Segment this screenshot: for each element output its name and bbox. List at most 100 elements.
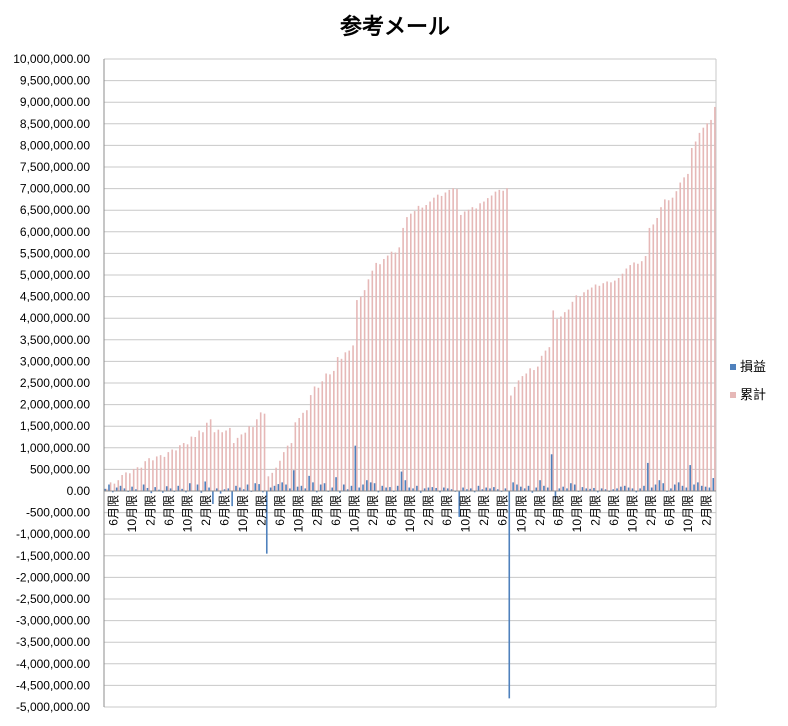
bar-cumulative <box>417 205 420 491</box>
bar-profit-loss <box>623 485 626 491</box>
bar-cumulative <box>656 217 658 491</box>
y-tick-label: -4,000,000.00 <box>16 657 90 671</box>
bar-profit-loss <box>381 485 384 491</box>
x-tick-label: 10月限 <box>236 495 250 532</box>
bar-cumulative <box>140 467 143 491</box>
y-tick-label: 1,500,000.00 <box>20 419 90 433</box>
bar-cumulative <box>306 410 308 491</box>
bar-profit-loss <box>404 480 407 491</box>
bar-cumulative <box>702 127 705 492</box>
bar-profit-loss <box>265 491 268 554</box>
bar-profit-loss <box>235 485 237 491</box>
bar-cumulative <box>148 458 150 491</box>
bar-profit-loss <box>408 487 410 491</box>
bar-profit-loss <box>215 488 218 491</box>
bar-profit-loss <box>296 486 299 491</box>
bar-cumulative <box>321 381 324 491</box>
bar-profit-loss <box>323 483 326 491</box>
bar-layer <box>104 106 716 699</box>
bar-cumulative <box>317 387 320 491</box>
bar-cumulative <box>194 437 197 491</box>
bar-profit-loss <box>485 487 487 491</box>
bar-profit-loss <box>231 491 233 507</box>
bar-cumulative <box>479 203 481 491</box>
bar-profit-loss <box>673 484 676 491</box>
bar-cumulative <box>679 182 682 491</box>
bar-profit-loss <box>462 487 464 491</box>
bar-profit-loss <box>558 488 561 491</box>
bar-profit-loss <box>635 491 638 493</box>
legend-swatch <box>730 392 736 398</box>
bar-cumulative <box>336 357 339 491</box>
x-tick-label: 2月限 <box>310 495 324 526</box>
x-tick-label: 10月限 <box>570 495 584 532</box>
bar-cumulative <box>179 445 181 491</box>
bar-cumulative <box>309 395 312 491</box>
bar-cumulative <box>105 488 108 491</box>
x-tick-label: 6月限 <box>162 495 176 526</box>
bar-cumulative <box>286 445 289 491</box>
bar-profit-loss <box>658 480 661 491</box>
bar-cumulative <box>302 412 304 491</box>
bar-profit-loss <box>115 487 118 491</box>
chart-title: 参考メール <box>340 14 450 39</box>
bar-cumulative <box>683 177 685 492</box>
bar-profit-loss <box>254 483 257 491</box>
bar-profit-loss <box>689 465 691 491</box>
bar-cumulative <box>590 287 593 491</box>
y-tick-label: -2,000,000.00 <box>16 570 90 584</box>
bar-profit-loss <box>239 487 241 491</box>
bar-profit-loss <box>154 487 156 491</box>
bar-profit-loss <box>535 487 538 491</box>
bar-cumulative <box>690 147 693 491</box>
bar-cumulative <box>714 106 716 492</box>
x-tick-label: 2月限 <box>700 495 714 526</box>
x-tick-label: 6月限 <box>329 495 343 526</box>
bar-cumulative <box>248 426 250 491</box>
bar-profit-loss <box>135 489 137 491</box>
bar-cumulative <box>271 472 274 491</box>
bar-profit-loss <box>481 489 484 491</box>
bar-profit-loss <box>346 489 349 491</box>
bar-cumulative <box>244 432 247 491</box>
bar-cumulative <box>213 432 216 491</box>
bar-profit-loss <box>304 488 307 491</box>
bar-profit-loss <box>550 454 553 491</box>
bar-cumulative <box>182 443 185 491</box>
bar-profit-loss <box>223 489 226 491</box>
bar-cumulative <box>525 373 528 491</box>
bar-profit-loss <box>612 489 614 491</box>
bar-profit-loss <box>419 491 422 493</box>
bar-cumulative <box>552 310 555 491</box>
bar-profit-loss <box>362 484 364 491</box>
bar-cumulative <box>236 437 239 491</box>
x-tick-label: 10月限 <box>180 495 194 532</box>
bar-profit-loss <box>593 487 595 491</box>
x-tick-label: 2月限 <box>533 495 547 526</box>
bar-cumulative <box>452 188 454 491</box>
bar-profit-loss <box>208 487 210 491</box>
y-tick-label: 6,500,000.00 <box>20 203 90 217</box>
bar-profit-loss <box>562 486 564 491</box>
bar-cumulative <box>267 476 270 491</box>
bar-cumulative <box>617 278 620 491</box>
bar-cumulative <box>425 205 427 492</box>
bar-cumulative <box>571 301 574 491</box>
x-tick-label: 2月限 <box>644 495 658 526</box>
legend-swatch <box>730 364 736 370</box>
bar-cumulative <box>671 197 674 491</box>
bar-cumulative <box>325 373 327 491</box>
axis-layer: 10,000,000.00 9,500,000.00 9,000,000.00 8,5… <box>13 52 716 714</box>
bar-profit-loss <box>473 491 476 493</box>
bar-profit-loss <box>112 491 114 493</box>
bar-profit-loss <box>681 485 684 491</box>
x-tick-label: 2月限 <box>255 495 269 526</box>
bar-cumulative <box>383 259 385 491</box>
bar-cumulative <box>644 255 647 491</box>
bar-profit-loss <box>531 491 534 493</box>
bar-profit-loss <box>316 491 318 493</box>
bar-cumulative <box>359 296 362 491</box>
bar-cumulative <box>290 443 293 491</box>
